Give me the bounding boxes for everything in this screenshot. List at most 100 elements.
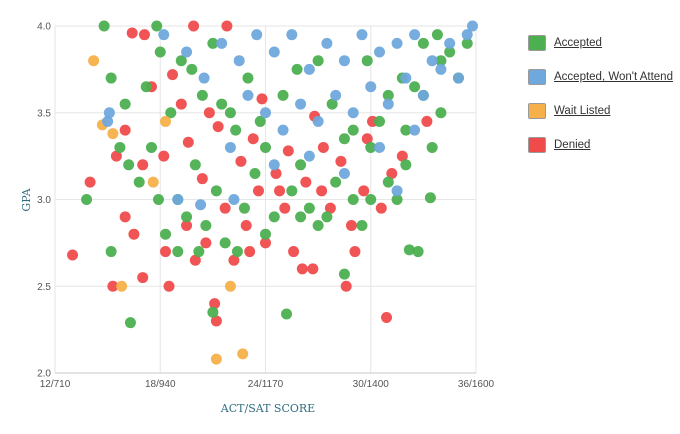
point-denied: [375, 202, 387, 214]
x-tick-label: 18/940: [145, 379, 176, 390]
point-denied: [421, 115, 433, 127]
point-accepted: [365, 141, 377, 153]
point-accepted: [417, 37, 429, 49]
point-denied: [84, 176, 96, 188]
point-accepted-won-t-attend: [195, 199, 207, 211]
point-accepted: [268, 211, 280, 223]
x-axis-ticks: 12/710 18/940 24/1170 30/1400 36/1600: [40, 379, 495, 390]
point-denied: [107, 280, 119, 292]
point-accepted-won-t-attend: [391, 185, 403, 197]
legend-label-wait-listed[interactable]: Wait Listed: [554, 105, 611, 117]
grid: [54, 25, 477, 374]
point-denied: [137, 272, 149, 284]
legend-item-accepted[interactable]: Accepted: [528, 34, 678, 52]
point-denied: [203, 107, 215, 119]
point-accepted-won-t-attend: [228, 194, 240, 205]
point-accepted: [312, 220, 324, 232]
point-accepted-won-t-attend: [295, 98, 307, 110]
point-accepted: [461, 37, 473, 49]
point-accepted: [291, 63, 303, 75]
legend-item-wait-listed[interactable]: Wait Listed: [528, 102, 678, 120]
point-denied: [128, 228, 140, 240]
point-accepted-won-t-attend: [338, 55, 350, 67]
point-accepted: [260, 228, 271, 240]
point-accepted: [321, 211, 333, 223]
x-axis-title: ACT/SAT SCORE: [220, 402, 315, 415]
point-denied: [212, 121, 224, 133]
point-accepted-won-t-attend: [461, 29, 473, 41]
point-denied: [358, 185, 370, 197]
point-accepted-won-t-attend: [347, 107, 359, 119]
legend-swatch-accepted: [528, 35, 546, 51]
x-tick-label: 36/1600: [458, 379, 495, 390]
point-denied: [396, 150, 408, 162]
point-denied: [119, 211, 131, 223]
point-denied: [137, 159, 149, 171]
point-accepted: [151, 20, 163, 32]
point-accepted: [124, 317, 136, 329]
point-wait-listed: [210, 353, 222, 365]
point-accepted-won-t-attend: [242, 89, 254, 101]
legend-swatch-accepted-wont-attend: [528, 69, 546, 85]
point-denied: [340, 280, 352, 292]
point-denied: [345, 220, 357, 232]
point-accepted: [231, 246, 243, 258]
point-accepted: [326, 98, 338, 110]
legend-label-denied[interactable]: Denied: [554, 139, 591, 151]
point-accepted: [400, 124, 412, 136]
point-accepted-won-t-attend: [365, 81, 377, 93]
point-accepted-won-t-attend: [382, 98, 394, 110]
point-wait-listed: [116, 280, 128, 292]
point-accepted-won-t-attend: [277, 124, 289, 136]
point-denied: [279, 202, 291, 214]
legend-swatch-wait-listed: [528, 103, 546, 119]
legend-item-accepted-wont-attend[interactable]: Accepted, Won't Attend: [528, 68, 678, 86]
y-tick-label: 3.0: [37, 195, 51, 206]
point-accepted: [181, 211, 193, 223]
point-accepted: [361, 55, 373, 67]
legend-item-denied[interactable]: Denied: [528, 136, 678, 154]
point-accepted: [207, 37, 219, 49]
legend-label-accepted-wont-attend[interactable]: Accepted, Won't Attend: [554, 71, 673, 83]
point-accepted-won-t-attend: [216, 37, 228, 49]
point-accepted-won-t-attend: [374, 141, 386, 153]
point-accepted: [119, 98, 131, 110]
point-wait-listed: [224, 280, 236, 292]
point-wait-listed: [147, 176, 159, 188]
point-accepted-won-t-attend: [286, 29, 298, 41]
point-denied: [138, 29, 150, 41]
point-accepted: [175, 55, 187, 67]
point-accepted-won-t-attend: [391, 37, 403, 49]
point-denied: [274, 185, 286, 197]
point-wait-listed: [160, 115, 172, 127]
point-accepted: [412, 246, 424, 258]
point-accepted: [303, 202, 315, 214]
point-denied: [247, 133, 259, 145]
point-denied: [386, 167, 398, 179]
legend-label-accepted[interactable]: Accepted: [554, 37, 602, 49]
point-denied: [188, 20, 200, 32]
point-denied: [244, 246, 256, 258]
point-accepted: [154, 46, 166, 58]
point-accepted: [403, 244, 415, 256]
x-tick-label: 24/1170: [248, 379, 284, 390]
point-accepted: [189, 159, 201, 171]
point-accepted: [200, 220, 212, 232]
point-denied: [361, 133, 373, 145]
point-accepted: [165, 107, 177, 119]
point-accepted-won-t-attend: [400, 72, 412, 84]
point-accepted-won-t-attend: [356, 29, 368, 41]
point-accepted: [81, 194, 93, 205]
point-accepted: [347, 124, 359, 136]
point-denied: [67, 249, 79, 261]
point-accepted-won-t-attend: [172, 194, 184, 205]
legend-swatch-denied: [528, 137, 546, 153]
y-axis-title: GPA: [20, 187, 33, 211]
point-accepted: [391, 194, 403, 205]
point-accepted: [186, 63, 198, 75]
point-accepted-won-t-attend: [268, 46, 280, 58]
y-tick-label: 2.5: [37, 282, 51, 293]
point-accepted: [338, 268, 350, 280]
point-accepted-won-t-attend: [268, 159, 280, 171]
point-denied: [175, 98, 187, 110]
